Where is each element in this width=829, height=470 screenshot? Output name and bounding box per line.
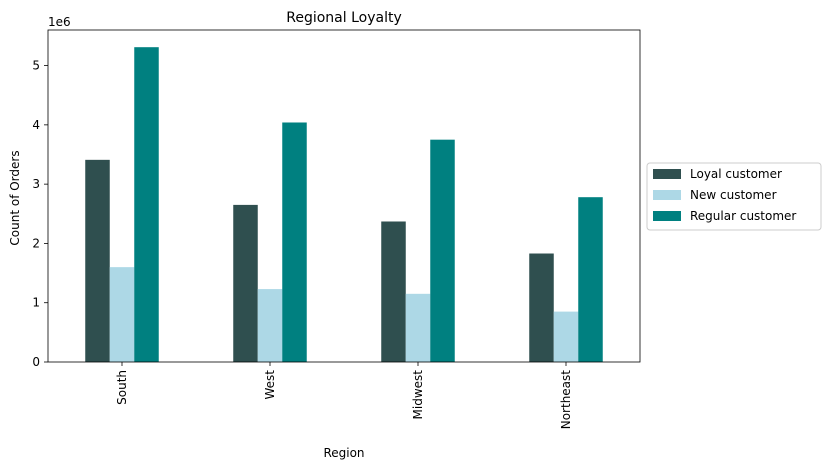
bar-loyal-customer-south bbox=[85, 159, 110, 362]
bar-loyal-customer-midwest bbox=[381, 221, 406, 362]
y-axis-label: Count of Orders bbox=[8, 150, 22, 245]
x-axis-label: Region bbox=[323, 446, 364, 460]
bar-regular-customer-northeast bbox=[578, 197, 603, 362]
legend-swatch-loyal-customer bbox=[653, 169, 681, 179]
legend-frame bbox=[646, 162, 822, 231]
y-tick-label: 1 bbox=[32, 296, 40, 310]
x-tick-label-south: South bbox=[115, 370, 129, 405]
y-tick-label: 2 bbox=[32, 236, 40, 250]
bar-new-customer-northeast bbox=[553, 311, 579, 362]
bar-regular-customer-midwest bbox=[430, 139, 455, 362]
bar-new-customer-south bbox=[109, 267, 135, 362]
bar-loyal-customer-west bbox=[233, 204, 258, 362]
legend-label-new-customer: New customer bbox=[690, 188, 777, 202]
legend-swatch-regular-customer bbox=[653, 211, 681, 221]
plot-area: South West Midwest Northeast 0 1 2 3 4 5 bbox=[32, 29, 641, 430]
bar-new-customer-west bbox=[257, 289, 283, 362]
bar-loyal-customer-northeast bbox=[529, 253, 554, 362]
y-tick-label: 4 bbox=[32, 118, 40, 132]
plot-frame bbox=[47, 29, 641, 363]
legend-swatch-new-customer bbox=[653, 190, 681, 200]
y-scale-label: 1e6 bbox=[48, 15, 71, 29]
x-tick-label-northeast: Northeast bbox=[559, 370, 573, 430]
x-tick-label-midwest: Midwest bbox=[411, 370, 425, 420]
chart-title: Regional Loyalty bbox=[286, 10, 402, 26]
y-tick-label: 0 bbox=[32, 355, 40, 369]
legend: Loyal customer New customer Regular custom… bbox=[646, 162, 822, 231]
y-tick-label: 3 bbox=[32, 177, 40, 191]
x-tick-label-west: West bbox=[263, 370, 277, 400]
legend-label-loyal-customer: Loyal customer bbox=[690, 167, 782, 181]
bar-regular-customer-west bbox=[282, 122, 307, 363]
legend-label-regular-customer: Regular customer bbox=[690, 209, 796, 223]
bar-regular-customer-south bbox=[134, 47, 159, 362]
y-tick-label: 5 bbox=[32, 59, 40, 73]
bar-new-customer-midwest bbox=[405, 293, 431, 362]
